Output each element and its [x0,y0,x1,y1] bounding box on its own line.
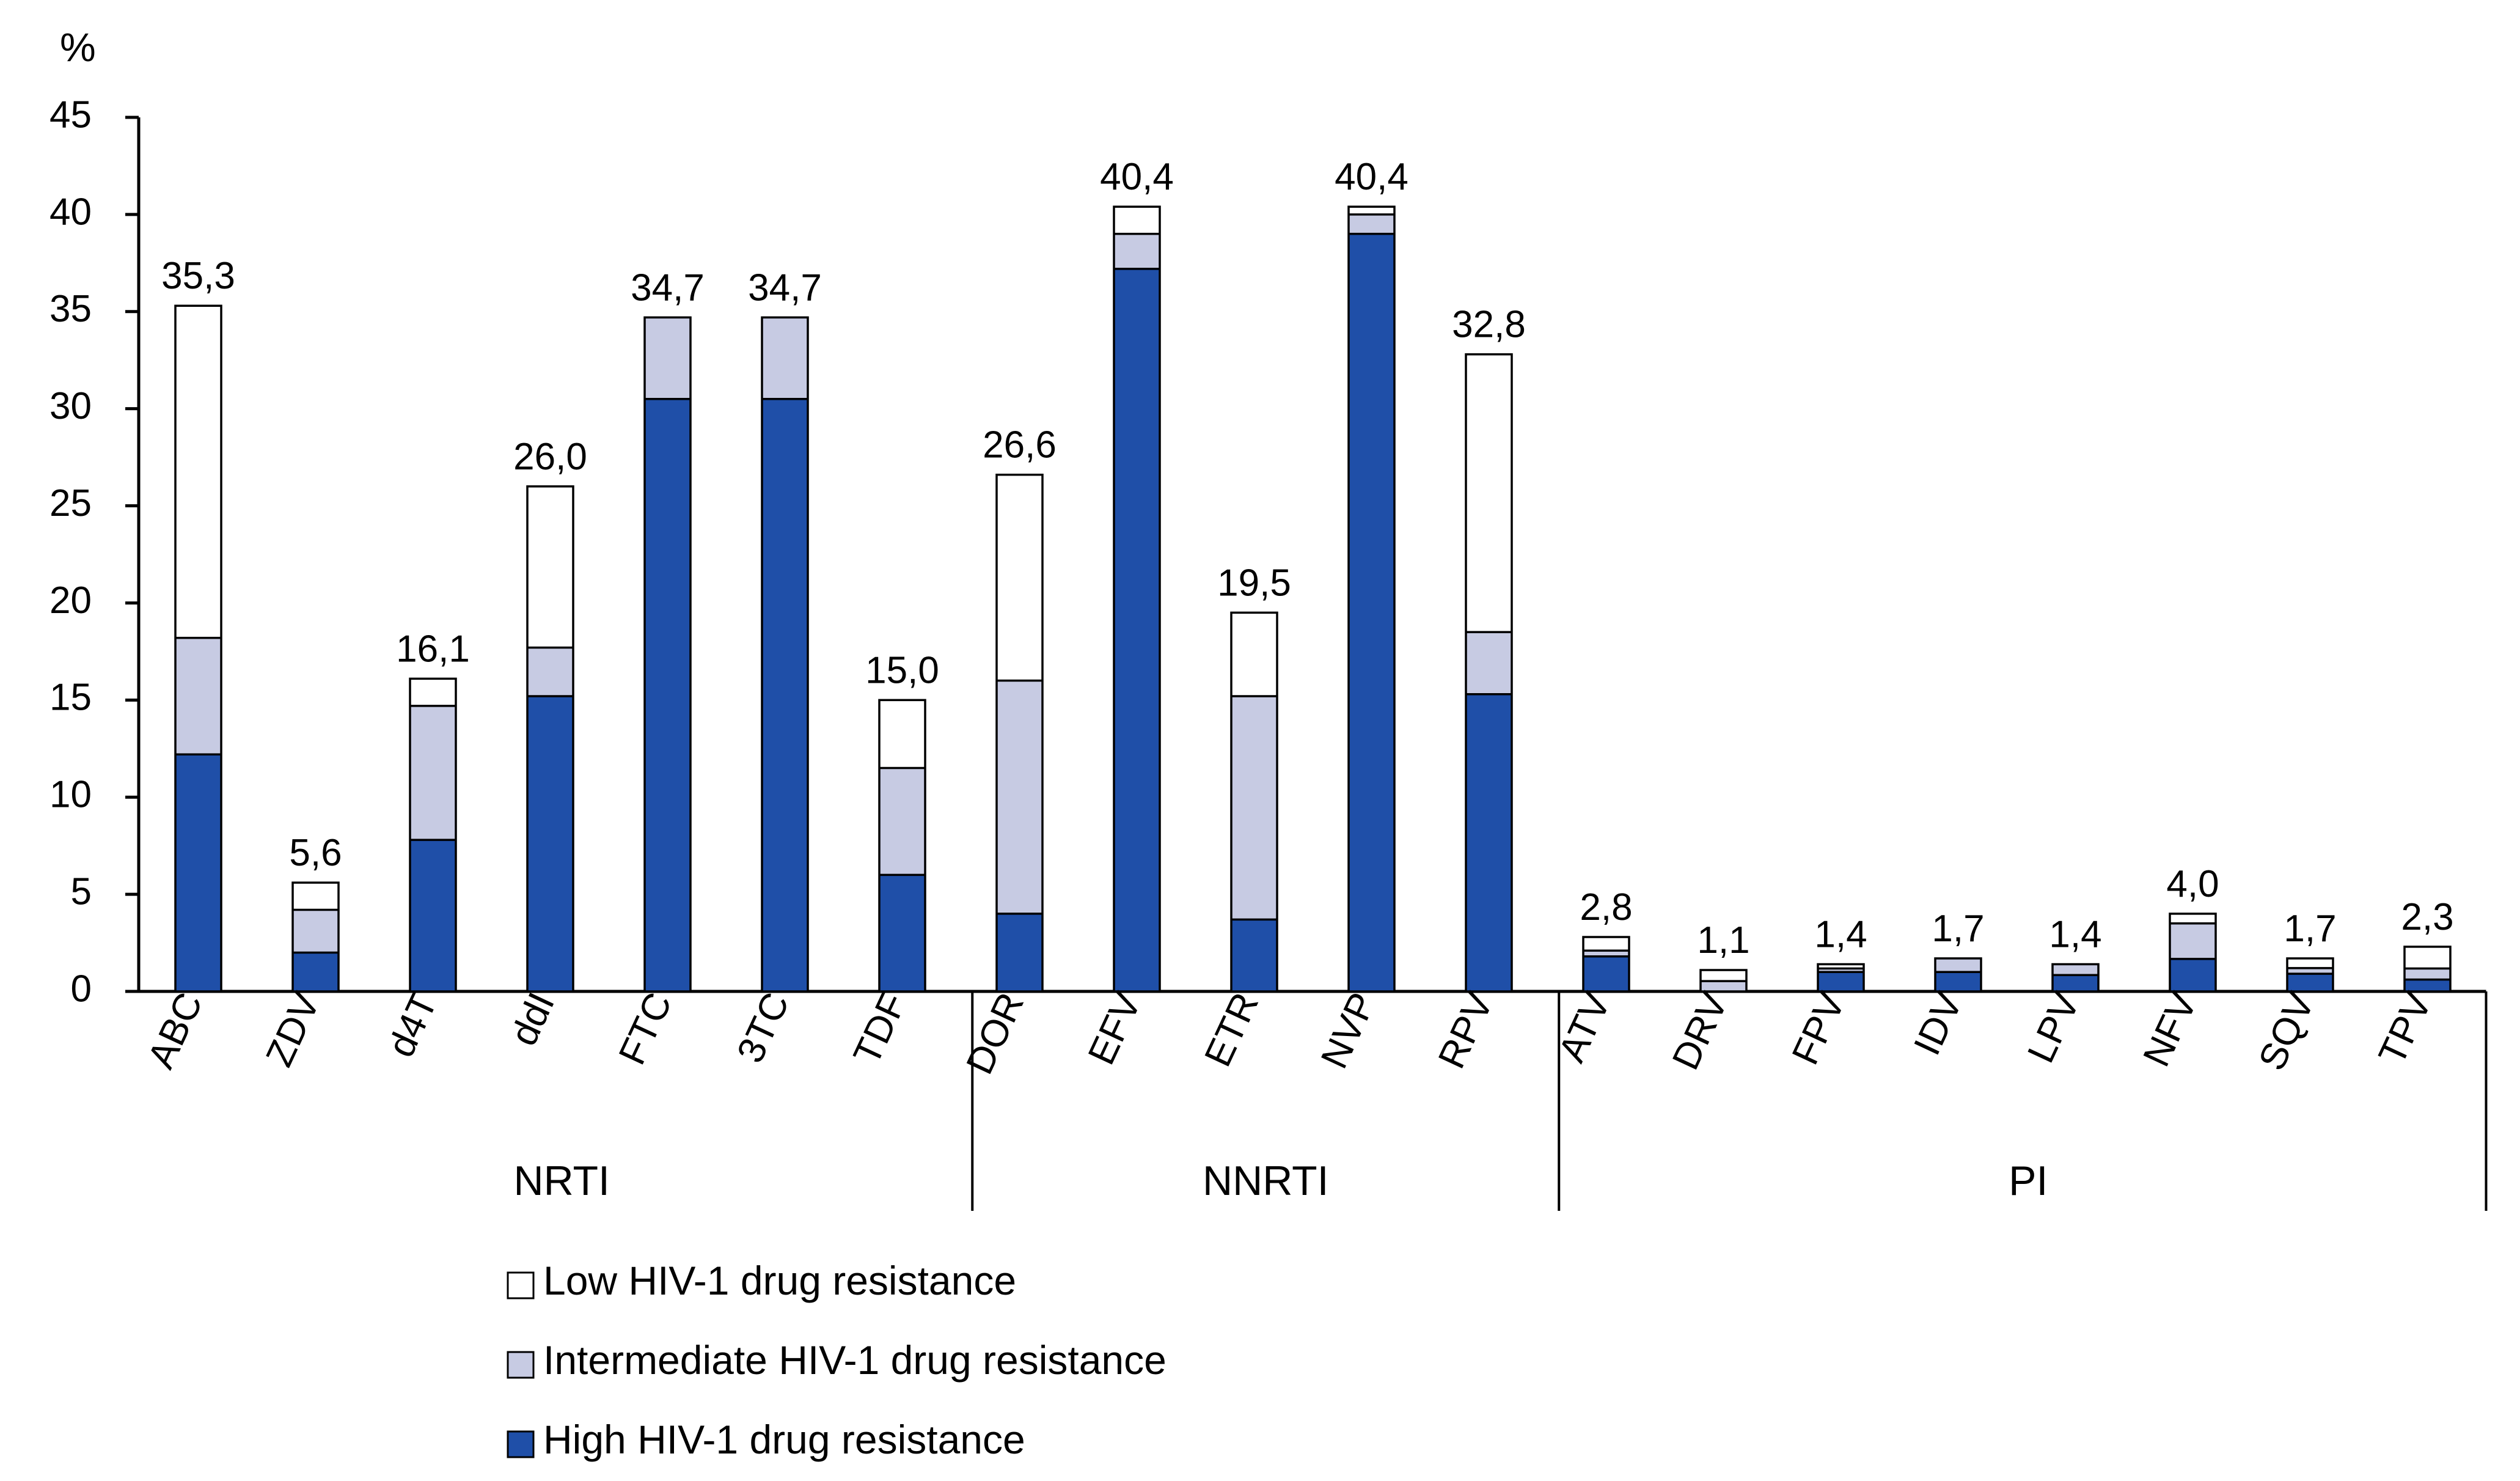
svg-text:High HIV-1 drug resistance: High HIV-1 drug resistance [543,1417,1025,1462]
svg-text:Low HIV-1 drug resistance: Low HIV-1 drug resistance [543,1258,1016,1303]
svg-text:5,6: 5,6 [289,832,342,874]
svg-text:25: 25 [49,482,92,524]
svg-text:NNRTI: NNRTI [1203,1158,1329,1204]
svg-text:1,7: 1,7 [1932,908,1984,950]
svg-text:32,8: 32,8 [1452,304,1526,346]
svg-text:30: 30 [49,385,92,427]
svg-text:26,6: 26,6 [983,424,1057,466]
svg-text:35,3: 35,3 [161,255,235,297]
svg-text:2,8: 2,8 [1580,886,1632,928]
svg-text:NRTI: NRTI [514,1158,610,1204]
svg-text:40: 40 [49,191,92,233]
svg-text:1,4: 1,4 [2049,914,2101,956]
svg-text:PI: PI [2009,1158,2048,1204]
svg-text:1,7: 1,7 [2284,908,2336,950]
svg-text:%: % [60,24,96,70]
svg-text:45: 45 [49,94,92,136]
svg-text:34,7: 34,7 [631,266,705,309]
svg-text:10: 10 [49,774,92,816]
svg-text:20: 20 [49,579,92,622]
svg-text:Intermediate HIV-1 drug resist: Intermediate HIV-1 drug resistance [543,1337,1167,1383]
svg-text:19,5: 19,5 [1217,562,1291,604]
svg-text:2,3: 2,3 [2401,896,2453,938]
svg-text:1,1: 1,1 [1697,919,1749,961]
svg-text:40,4: 40,4 [1100,156,1174,198]
svg-text:1,4: 1,4 [1814,914,1867,956]
svg-text:5: 5 [71,870,92,913]
svg-text:15,0: 15,0 [865,649,939,691]
svg-text:35: 35 [49,288,92,330]
svg-text:16,1: 16,1 [396,628,470,670]
svg-text:0: 0 [71,968,92,1010]
svg-text:34,7: 34,7 [748,266,822,309]
svg-text:4,0: 4,0 [2166,863,2219,905]
svg-text:40,4: 40,4 [1335,156,1408,198]
svg-text:26,0: 26,0 [513,436,587,478]
svg-text:15: 15 [49,677,92,719]
